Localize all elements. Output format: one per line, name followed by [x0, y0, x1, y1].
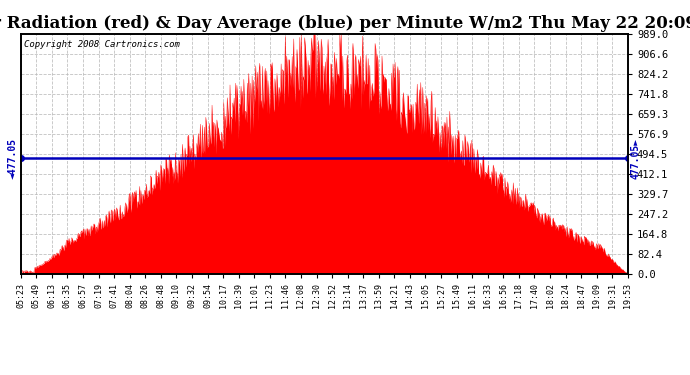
Text: Copyright 2008 Cartronics.com: Copyright 2008 Cartronics.com	[23, 40, 179, 49]
Text: ◄477.05: ◄477.05	[8, 137, 18, 178]
Text: 477.05►: 477.05►	[631, 137, 641, 178]
Title: Solar Radiation (red) & Day Average (blue) per Minute W/m2 Thu May 22 20:09: Solar Radiation (red) & Day Average (blu…	[0, 15, 690, 32]
